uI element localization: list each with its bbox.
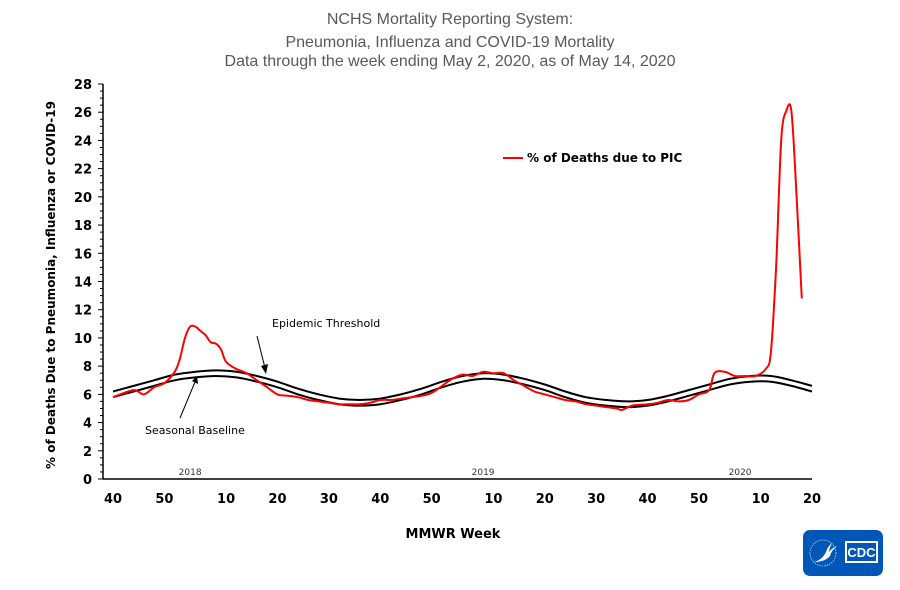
y-tick-label: 18 bbox=[74, 219, 92, 234]
x-tick-label: 20 bbox=[803, 492, 821, 507]
year-label: 2019 bbox=[472, 468, 495, 478]
y-tick-label: 4 bbox=[83, 417, 92, 432]
chart-title-line-2: Pneumonia, Influenza and COVID-19 Mortal… bbox=[285, 34, 615, 51]
x-tick-label: 10 bbox=[217, 492, 235, 507]
y-tick-label: 26 bbox=[74, 106, 92, 121]
legend-label-pic: % of Deaths due to PIC bbox=[527, 151, 683, 165]
baseline-arrow-head-icon bbox=[192, 376, 198, 384]
chart-title-line-1: NCHS Mortality Reporting System: bbox=[326, 11, 574, 28]
x-tick-label: 20 bbox=[536, 492, 554, 507]
x-tick-label: 10 bbox=[484, 492, 502, 507]
x-tick-label: 50 bbox=[423, 492, 441, 507]
y-tick-label: 10 bbox=[74, 332, 92, 347]
y-axis-label: % of Deaths Due to Pneumonia, Influenza … bbox=[44, 101, 58, 469]
pic-deaths-line bbox=[112, 103, 803, 411]
x-axis-label: MMWR Week bbox=[406, 527, 501, 542]
x-tick-label: 50 bbox=[155, 492, 173, 507]
threshold-arrow-head-icon bbox=[261, 364, 268, 374]
x-tick-label: 40 bbox=[639, 492, 657, 507]
y-tick-label: 14 bbox=[74, 276, 92, 291]
x-tick-label: 40 bbox=[104, 492, 122, 507]
threshold-arrow-line bbox=[256, 335, 266, 369]
baseline-arrow-line bbox=[179, 381, 196, 419]
epidemic-threshold-line bbox=[112, 369, 813, 403]
annotation-epidemic-threshold: Epidemic Threshold bbox=[272, 317, 380, 330]
y-tick-label: 20 bbox=[74, 191, 92, 206]
y-tick-label: 16 bbox=[74, 247, 92, 262]
y-tick-label: 0 bbox=[83, 473, 92, 488]
y-tick-label: 2 bbox=[83, 445, 92, 460]
x-tick-label: 50 bbox=[690, 492, 708, 507]
seasonal-baseline-line bbox=[112, 374, 813, 409]
y-tick-label: 22 bbox=[74, 163, 92, 178]
annotation-seasonal-baseline: Seasonal Baseline bbox=[145, 424, 245, 437]
cdc-logo-text: CDC bbox=[847, 545, 876, 560]
x-tick-label: 20 bbox=[268, 492, 286, 507]
chart-title-line-3: Data through the week ending May 2, 2020… bbox=[224, 53, 676, 70]
y-tick-label: 12 bbox=[74, 304, 92, 319]
cdc-logo: CDC bbox=[803, 530, 883, 576]
x-tick-label: 40 bbox=[371, 492, 389, 507]
y-tick-label: 8 bbox=[83, 360, 92, 375]
x-tick-label: 10 bbox=[752, 492, 770, 507]
y-tick-label: 28 bbox=[74, 78, 92, 93]
y-tick-label: 24 bbox=[74, 134, 92, 149]
year-label: 2020 bbox=[729, 468, 752, 478]
y-tick-label: 6 bbox=[83, 388, 92, 403]
x-tick-label: 30 bbox=[320, 492, 338, 507]
x-tick-label: 30 bbox=[587, 492, 605, 507]
year-label: 2018 bbox=[179, 468, 202, 478]
